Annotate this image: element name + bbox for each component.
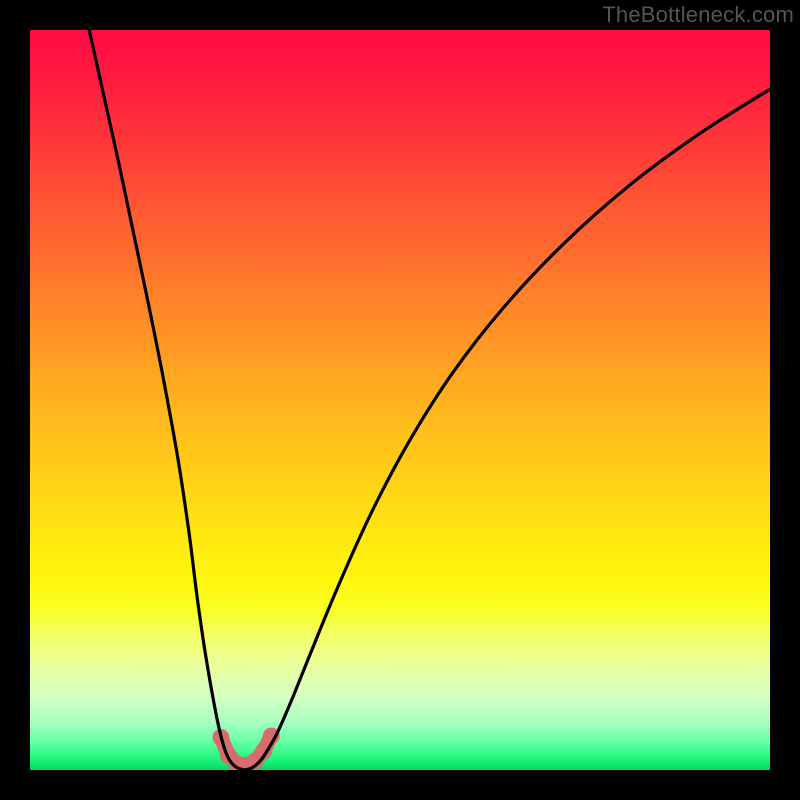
chart-gradient-background bbox=[30, 30, 770, 770]
bottleneck-chart bbox=[0, 0, 800, 800]
watermark-text: TheBottleneck.com bbox=[602, 2, 794, 28]
